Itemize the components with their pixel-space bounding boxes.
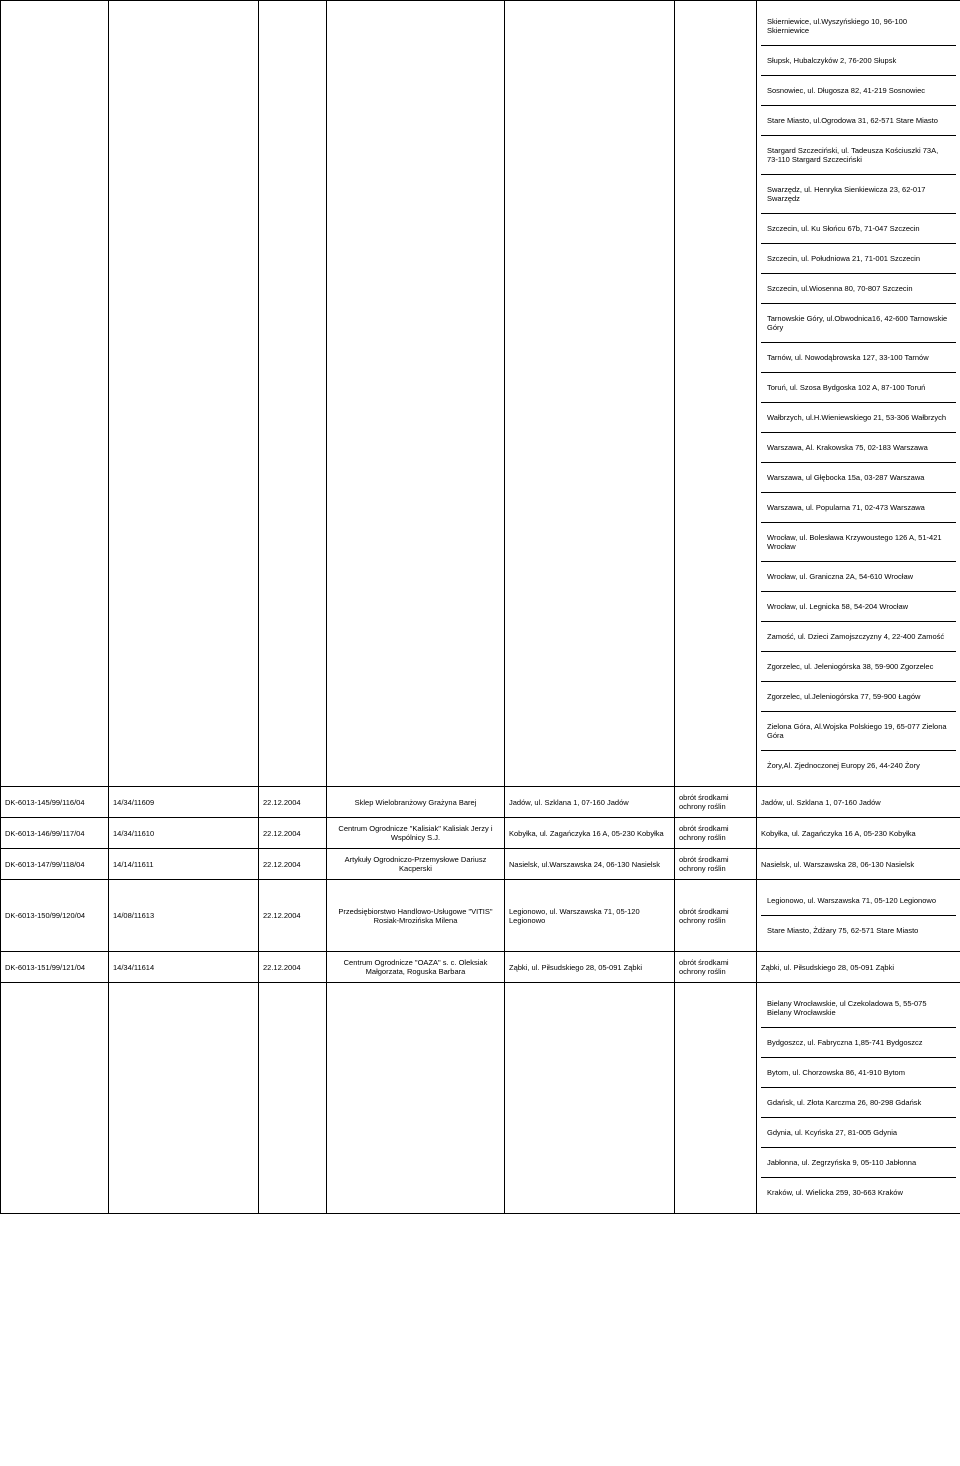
top_row_addresses-item: Żory,Al. Zjednoczonej Europy 26, 44-240 …: [761, 751, 956, 781]
top_row_addresses-item: Szczecin, ul. Ku Słońcu 67b, 71-047 Szcz…: [761, 214, 956, 244]
empty-cell: [675, 1, 757, 787]
bottom_row_addresses-item: Bielany Wrocławskie, ul Czekoladowa 5, 5…: [761, 989, 956, 1028]
bottom_row_addresses-list: Bielany Wrocławskie, ul Czekoladowa 5, 5…: [761, 989, 956, 1207]
ref-cell: 14/34/11610: [109, 818, 259, 849]
type-cell: obrót środkami ochrony roślin: [675, 787, 757, 818]
name-cell: Artykuły Ogrodniczo-Przemysłowe Dariusz …: [327, 849, 505, 880]
empty-cell: [109, 1, 259, 787]
top_row_addresses-item: Wałbrzych, ul.H.Wieniewskiego 21, 53-306…: [761, 403, 956, 433]
location-cell: Legionowo, ul. Warszawska 71, 05-120 Leg…: [757, 880, 960, 952]
location-cell: Jadów, ul. Szklana 1, 07-160 Jadów: [757, 787, 960, 818]
top_row_addresses-item: Wrocław, ul. Graniczna 2A, 54-610 Wrocła…: [761, 562, 956, 592]
empty-cell: [1, 983, 109, 1214]
addr-cell: Ząbki, ul. Piłsudskiego 28, 05-091 Ząbki: [505, 952, 675, 983]
top_row_addresses-item: Stare Miasto, ul.Ogrodowa 31, 62-571 Sta…: [761, 106, 956, 136]
top_row_addresses-item: Stargard Szczeciński, ul. Tadeusza Kości…: [761, 136, 956, 175]
ref-cell: 14/14/11611: [109, 849, 259, 880]
location-cell: Nasielsk, ul. Warszawska 28, 06-130 Nasi…: [757, 849, 960, 880]
empty-cell: [327, 983, 505, 1214]
addr-cell: Jadów, ul. Szklana 1, 07-160 Jadów: [505, 787, 675, 818]
registry-table: Skierniewice, ul.Wyszyńskiego 10, 96-100…: [0, 0, 960, 1214]
date-cell: 22.12.2004: [259, 849, 327, 880]
top_row_addresses-item: Tarnowskie Góry, ul.Obwodnica16, 42-600 …: [761, 304, 956, 343]
name-cell: Centrum Ogrodnicze "Kalisiak" Kalisiak J…: [327, 818, 505, 849]
location-cell: Skierniewice, ul.Wyszyńskiego 10, 96-100…: [757, 1, 960, 787]
location-cell: Bielany Wrocławskie, ul Czekoladowa 5, 5…: [757, 983, 960, 1214]
top_row_addresses-item: Zgorzelec, ul. Jeleniogórska 38, 59-900 …: [761, 652, 956, 682]
top_row_addresses-item: Wrocław, ul. Legnicka 58, 54-204 Wrocław: [761, 592, 956, 622]
table-row: DK-6013-150/99/120/0414/08/1161322.12.20…: [1, 880, 960, 952]
name-cell: Centrum Ogrodnicze "OAZA" s. c. Oleksiak…: [327, 952, 505, 983]
addr-cell: Legionowo, ul. Warszawska 71, 05-120 Leg…: [505, 880, 675, 952]
id-cell: DK-6013-146/99/117/04: [1, 818, 109, 849]
empty-cell: [505, 1, 675, 787]
table-row: DK-6013-151/99/121/0414/34/1161422.12.20…: [1, 952, 960, 983]
id-cell: DK-6013-150/99/120/04: [1, 880, 109, 952]
top_row_addresses-item: Warszawa, Al. Krakowska 75, 02-183 Warsz…: [761, 433, 956, 463]
date-cell: 22.12.2004: [259, 880, 327, 952]
top_row_addresses-item: Zielona Góra, Al.Wojska Polskiego 19, 65…: [761, 712, 956, 751]
top_row_addresses-item: Sosnowiec, ul. Długosza 82, 41-219 Sosno…: [761, 76, 956, 106]
top_row_addresses-item: Warszawa, ul Głębocka 15a, 03-287 Warsza…: [761, 463, 956, 493]
top_row_addresses-list: Skierniewice, ul.Wyszyńskiego 10, 96-100…: [761, 7, 956, 780]
location-cell: Ząbki, ul. Piłsudskiego 28, 05-091 Ząbki: [757, 952, 960, 983]
table-row: Bielany Wrocławskie, ul Czekoladowa 5, 5…: [1, 983, 960, 1214]
addr-cell: Nasielsk, ul.Warszawska 24, 06-130 Nasie…: [505, 849, 675, 880]
bottom_row_addresses-item: Gdańsk, ul. Złota Karczma 26, 80-298 Gda…: [761, 1088, 956, 1118]
date-cell: 22.12.2004: [259, 818, 327, 849]
bottom_row_addresses-item: Bydgoszcz, ul. Fabryczna 1,85-741 Bydgos…: [761, 1028, 956, 1058]
type-cell: obrót środkami ochrony roślin: [675, 952, 757, 983]
id-cell: DK-6013-151/99/121/04: [1, 952, 109, 983]
name-cell: Sklep Wielobranżowy Grażyna Barej: [327, 787, 505, 818]
top_row_addresses-item: Szczecin, ul.Wiosenna 80, 70-807 Szczeci…: [761, 274, 956, 304]
top_row_addresses-item: Szczecin, ul. Południowa 21, 71-001 Szcz…: [761, 244, 956, 274]
top_row_addresses-item: Wrocław, ul. Bolesława Krzywoustego 126 …: [761, 523, 956, 562]
type-cell: obrót środkami ochrony roślin: [675, 849, 757, 880]
top_row_addresses-item: Tarnów, ul. Nowodąbrowska 127, 33-100 Ta…: [761, 343, 956, 373]
empty-cell: [1, 1, 109, 787]
type-cell: obrót środkami ochrony roślin: [675, 818, 757, 849]
empty-cell: [675, 983, 757, 1214]
rows.3.loc-item: Legionowo, ul. Warszawska 71, 05-120 Leg…: [761, 886, 956, 916]
table-row: Skierniewice, ul.Wyszyńskiego 10, 96-100…: [1, 1, 960, 787]
empty-cell: [505, 983, 675, 1214]
type-cell: obrót środkami ochrony roślin: [675, 880, 757, 952]
top_row_addresses-item: Zamość, ul. Dzieci Zamojszczyzny 4, 22-4…: [761, 622, 956, 652]
date-cell: 22.12.2004: [259, 787, 327, 818]
top_row_addresses-item: Zgorzelec, ul.Jeleniogórska 77, 59-900 Ł…: [761, 682, 956, 712]
bottom_row_addresses-item: Gdynia, ul. Kcyńska 27, 81-005 Gdynia: [761, 1118, 956, 1148]
ref-cell: 14/08/11613: [109, 880, 259, 952]
bottom_row_addresses-item: Bytom, ul. Chorzowska 86, 41-910 Bytom: [761, 1058, 956, 1088]
id-cell: DK-6013-147/99/118/04: [1, 849, 109, 880]
ref-cell: 14/34/11614: [109, 952, 259, 983]
table-row: DK-6013-147/99/118/0414/14/1161122.12.20…: [1, 849, 960, 880]
empty-cell: [259, 1, 327, 787]
top_row_addresses-item: Toruń, ul. Szosa Bydgoska 102 A, 87-100 …: [761, 373, 956, 403]
empty-cell: [109, 983, 259, 1214]
top_row_addresses-item: Swarzędz, ul. Henryka Sienkiewicza 23, 6…: [761, 175, 956, 214]
ref-cell: 14/34/11609: [109, 787, 259, 818]
top_row_addresses-item: Słupsk, Hubalczyków 2, 76-200 Słupsk: [761, 46, 956, 76]
table-row: DK-6013-145/99/116/0414/34/1160922.12.20…: [1, 787, 960, 818]
top_row_addresses-item: Warszawa, ul. Popularna 71, 02-473 Warsz…: [761, 493, 956, 523]
rows.3.loc-item: Stare Miasto, Żdżary 75, 62-571 Stare Mi…: [761, 916, 956, 946]
empty-cell: [259, 983, 327, 1214]
addr-cell: Kobyłka, ul. Zagańczyka 16 A, 05-230 Kob…: [505, 818, 675, 849]
top_row_addresses-item: Skierniewice, ul.Wyszyńskiego 10, 96-100…: [761, 7, 956, 46]
date-cell: 22.12.2004: [259, 952, 327, 983]
name-cell: Przedsiębiorstwo Handlowo-Usługowe "VITI…: [327, 880, 505, 952]
empty-cell: [327, 1, 505, 787]
table-row: DK-6013-146/99/117/0414/34/1161022.12.20…: [1, 818, 960, 849]
rows.3.loc-list: Legionowo, ul. Warszawska 71, 05-120 Leg…: [761, 886, 956, 945]
bottom_row_addresses-item: Kraków, ul. Wielicka 259, 30-663 Kraków: [761, 1178, 956, 1208]
id-cell: DK-6013-145/99/116/04: [1, 787, 109, 818]
location-cell: Kobyłka, ul. Zagańczyka 16 A, 05-230 Kob…: [757, 818, 960, 849]
bottom_row_addresses-item: Jabłonna, ul. Zegrzyńska 9, 05-110 Jabło…: [761, 1148, 956, 1178]
